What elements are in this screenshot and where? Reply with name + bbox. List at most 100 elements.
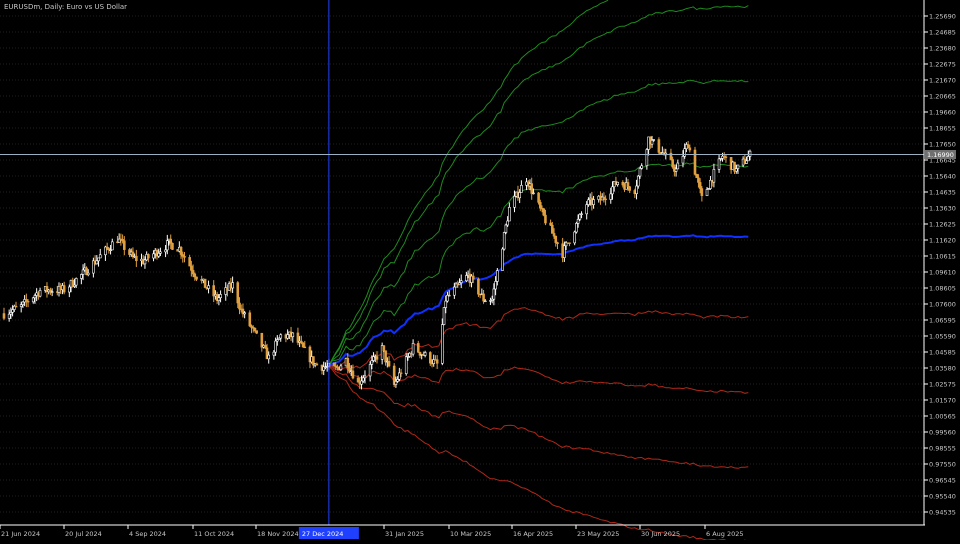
candle[interactable]	[267, 351, 271, 364]
candle[interactable]	[348, 363, 351, 373]
candle[interactable]	[265, 343, 269, 360]
candle[interactable]	[334, 361, 338, 370]
candle[interactable]	[556, 241, 559, 250]
candle[interactable]	[459, 274, 463, 289]
candle[interactable]	[339, 363, 343, 371]
candle[interactable]	[537, 192, 540, 205]
candle[interactable]	[73, 278, 76, 288]
candle[interactable]	[104, 245, 107, 261]
candle[interactable]	[671, 156, 674, 169]
candle[interactable]	[50, 288, 54, 297]
candle[interactable]	[477, 277, 480, 297]
candle[interactable]	[585, 201, 589, 220]
time-scale[interactable]: 21 Jun 2024 20 Jul 2024 4 Sep 2024 11 Oct 2…	[0, 525, 744, 538]
candle[interactable]	[734, 164, 738, 174]
candle[interactable]	[253, 327, 257, 333]
candle[interactable]	[19, 301, 23, 313]
candle[interactable]	[518, 189, 521, 204]
candle[interactable]	[217, 294, 221, 306]
candle[interactable]	[26, 299, 30, 308]
candle[interactable]	[85, 266, 88, 276]
candle[interactable]	[554, 235, 558, 247]
candle[interactable]	[416, 340, 420, 353]
candle[interactable]	[686, 140, 690, 149]
candle[interactable]	[135, 249, 138, 268]
candle[interactable]	[274, 337, 277, 356]
candle[interactable]	[351, 364, 355, 380]
candle[interactable]	[496, 268, 499, 286]
candle[interactable]	[276, 335, 279, 346]
candle[interactable]	[544, 209, 547, 226]
candle[interactable]	[277, 337, 281, 340]
candle[interactable]	[370, 355, 374, 370]
candle[interactable]	[616, 181, 619, 187]
candle[interactable]	[131, 247, 135, 259]
candle[interactable]	[652, 139, 656, 142]
candle[interactable]	[698, 178, 702, 194]
candle[interactable]	[707, 187, 711, 190]
candle[interactable]	[195, 276, 198, 282]
candle[interactable]	[502, 231, 506, 251]
candle[interactable]	[501, 247, 504, 271]
candle[interactable]	[117, 233, 121, 243]
candle[interactable]	[435, 355, 439, 369]
candle[interactable]	[356, 375, 360, 383]
candle[interactable]	[396, 376, 399, 383]
candle[interactable]	[657, 137, 661, 155]
candle[interactable]	[432, 354, 436, 367]
candle[interactable]	[681, 150, 685, 168]
candle[interactable]	[68, 284, 71, 298]
candle[interactable]	[251, 325, 255, 333]
candle[interactable]	[291, 332, 295, 343]
candle[interactable]	[428, 351, 432, 366]
candle[interactable]	[207, 280, 210, 294]
candle[interactable]	[568, 242, 571, 247]
candle[interactable]	[538, 199, 542, 212]
candle[interactable]	[408, 352, 411, 358]
candle[interactable]	[157, 248, 161, 259]
candle[interactable]	[14, 301, 18, 308]
candle[interactable]	[580, 211, 583, 219]
candle[interactable]	[152, 250, 155, 262]
candle[interactable]	[444, 295, 448, 314]
candle[interactable]	[248, 310, 252, 328]
candle[interactable]	[645, 148, 649, 170]
candle[interactable]	[308, 345, 312, 368]
candle[interactable]	[372, 352, 375, 363]
candle[interactable]	[109, 245, 112, 255]
candle[interactable]	[423, 350, 427, 358]
candle[interactable]	[382, 345, 386, 353]
candle[interactable]	[45, 282, 49, 298]
candle[interactable]	[552, 228, 556, 239]
candle[interactable]	[506, 216, 509, 227]
candle[interactable]	[97, 257, 100, 267]
candle[interactable]	[508, 202, 511, 222]
candle[interactable]	[733, 161, 736, 175]
candle[interactable]	[392, 363, 396, 388]
candle[interactable]	[322, 361, 326, 376]
candle[interactable]	[360, 375, 363, 390]
candle[interactable]	[578, 213, 582, 222]
candle[interactable]	[453, 282, 456, 299]
candle[interactable]	[33, 293, 37, 304]
candle[interactable]	[25, 293, 28, 308]
candle[interactable]	[315, 362, 319, 366]
candle[interactable]	[81, 264, 85, 281]
candle[interactable]	[465, 271, 468, 283]
candle[interactable]	[398, 367, 401, 382]
candle[interactable]	[705, 187, 709, 197]
candle[interactable]	[263, 340, 267, 350]
candle[interactable]	[380, 342, 384, 365]
candle[interactable]	[193, 272, 197, 281]
candle[interactable]	[188, 254, 191, 267]
candle[interactable]	[688, 144, 692, 153]
candle[interactable]	[296, 327, 300, 346]
candle[interactable]	[98, 248, 102, 259]
candle[interactable]	[602, 192, 606, 203]
candle[interactable]	[551, 221, 554, 234]
candle[interactable]	[49, 287, 52, 295]
candle[interactable]	[442, 307, 446, 326]
candle[interactable]	[21, 301, 25, 308]
candle[interactable]	[717, 154, 721, 173]
candle[interactable]	[279, 333, 283, 342]
